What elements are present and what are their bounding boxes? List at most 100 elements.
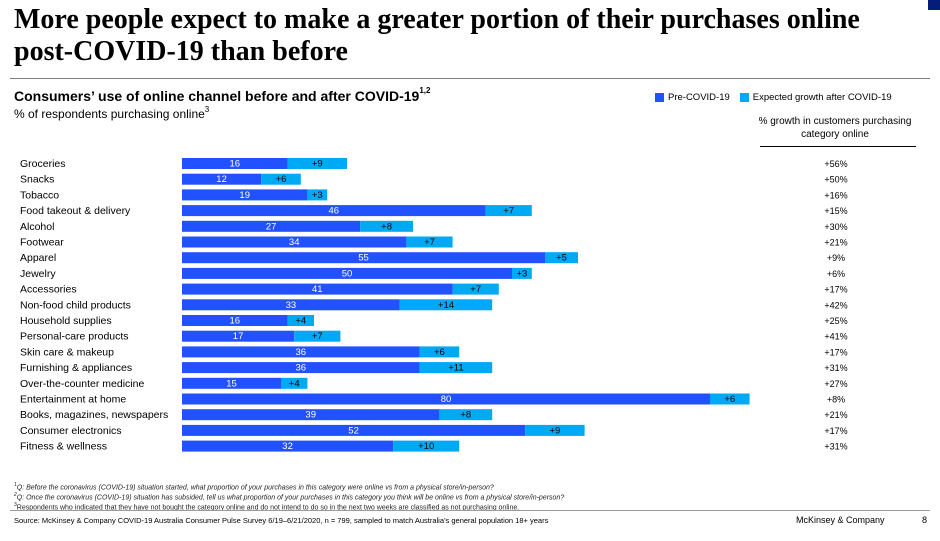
category-label-accessories: Accessories <box>20 284 77 296</box>
category-label-furnishing-appliances: Furnishing & appliances <box>20 362 132 374</box>
category-label-food-takeout-delivery: Food takeout & delivery <box>20 205 131 217</box>
growth-percent-tobacco: +16% <box>824 190 847 200</box>
growth-percent-consumer-electronics: +17% <box>824 426 847 436</box>
category-label-personal-care-products: Personal-care products <box>20 331 129 343</box>
category-label-over-the-counter-medicine: Over-the-counter medicine <box>20 378 144 390</box>
bar-growth-over-the-counter-medicine <box>281 377 308 389</box>
footnote-3-mark: 3 <box>14 502 17 508</box>
category-label-entertainment-at-home: Entertainment at home <box>20 394 126 406</box>
bar-pre-covid-furnishing-appliances <box>182 362 420 374</box>
data-label-growth-personal-care-products: +7 <box>312 331 323 342</box>
data-label-pre-covid-skin-care-makeup: 36 <box>296 347 307 358</box>
chart-subtitle-text: % of respondents purchasing online <box>14 107 205 121</box>
legend-item-pre-covid: Pre-COVID-19 <box>655 92 730 103</box>
growth-percent-apparel: +9% <box>827 253 845 263</box>
data-label-growth-alcohol: +8 <box>381 221 392 232</box>
data-label-pre-covid-non-food-child-products: 33 <box>286 300 297 311</box>
bar-pre-covid-food-takeout-delivery <box>182 205 486 217</box>
bar-pre-covid-household-supplies <box>182 315 288 326</box>
chart-subtitle-footnote: 3 <box>204 105 210 114</box>
category-label-household-supplies: Household supplies <box>20 315 112 327</box>
data-label-growth-over-the-counter-medicine: +4 <box>289 378 300 389</box>
bar-growth-food-takeout-delivery <box>485 205 532 217</box>
bar-growth-jewelry <box>512 267 532 279</box>
growth-percent-snacks: +50% <box>824 175 847 185</box>
bar-growth-books-magazines-newspapers <box>439 409 493 421</box>
chart-title: Consumers’ use of online channel before … <box>14 86 431 104</box>
bar-pre-covid-books-magazines-newspapers <box>182 409 440 421</box>
bar-pre-covid-consumer-electronics <box>182 424 526 436</box>
growth-percent-fitness-wellness: +31% <box>824 442 847 452</box>
legend-swatch-pre-covid <box>655 93 664 102</box>
footnote-2-mark: 2 <box>14 492 17 498</box>
data-label-growth-jewelry: +3 <box>516 268 527 279</box>
category-label-groceries: Groceries <box>20 158 66 170</box>
data-label-growth-accessories: +7 <box>470 284 481 295</box>
growth-percent-books-magazines-newspapers: +21% <box>824 410 847 420</box>
data-label-growth-non-food-child-products: +14 <box>438 300 454 311</box>
bar-pre-covid-over-the-counter-medicine <box>182 377 281 389</box>
data-label-pre-covid-accessories: 41 <box>312 284 323 295</box>
bar-pre-covid-footwear <box>182 236 407 248</box>
growth-column-header: % growth in customers purchasing categor… <box>758 116 912 140</box>
bar-pre-covid-tobacco <box>182 189 308 201</box>
data-label-pre-covid-fitness-wellness: 32 <box>282 441 293 452</box>
data-label-pre-covid-apparel: 55 <box>358 253 369 264</box>
bar-pre-covid-jewelry <box>182 267 512 279</box>
data-label-growth-books-magazines-newspapers: +8 <box>460 410 471 421</box>
growth-percent-personal-care-products: +41% <box>824 332 847 342</box>
data-label-growth-tobacco: +3 <box>312 190 323 201</box>
growth-header-divider <box>760 146 916 147</box>
bar-growth-skin-care-makeup <box>419 346 460 358</box>
data-label-pre-covid-over-the-counter-medicine: 15 <box>226 378 237 389</box>
bar-growth-apparel <box>545 252 578 264</box>
page-title: More people expect to make a greater por… <box>14 4 860 67</box>
legend-label-expected-growth: Expected growth after COVID-19 <box>752 92 892 103</box>
page-number: 8 <box>922 515 928 525</box>
data-label-pre-covid-personal-care-products: 17 <box>233 331 244 342</box>
data-label-pre-covid-snacks: 12 <box>216 174 227 185</box>
data-label-pre-covid-groceries: 16 <box>230 159 241 170</box>
bar-pre-covid-alcohol <box>182 220 361 232</box>
chart-title-footnote: 1,2 <box>419 86 431 95</box>
bar-growth-fitness-wellness <box>393 440 460 452</box>
growth-percent-over-the-counter-medicine: +27% <box>824 379 847 389</box>
growth-percent-groceries: +56% <box>824 159 847 169</box>
data-label-pre-covid-books-magazines-newspapers: 39 <box>305 410 316 421</box>
data-label-growth-footwear: +7 <box>424 237 435 248</box>
footnote-1: 1Q: Before the coronavirus (COVID-19) si… <box>14 482 494 491</box>
footnote-3-text: Respondents who indicated that they have… <box>16 504 520 512</box>
data-label-pre-covid-entertainment-at-home: 80 <box>441 394 452 405</box>
data-label-pre-covid-jewelry: 50 <box>342 268 353 279</box>
bar-pre-covid-accessories <box>182 283 453 295</box>
growth-percent-household-supplies: +25% <box>824 316 847 326</box>
data-label-pre-covid-footwear: 34 <box>289 237 300 248</box>
data-label-growth-furnishing-appliances: +11 <box>448 363 463 374</box>
bar-growth-groceries <box>287 158 347 169</box>
source-note: Source: McKinsey & Company COVID-19 Aust… <box>14 516 549 525</box>
bar-pre-covid-snacks <box>182 173 262 185</box>
data-label-growth-fitness-wellness: +10 <box>418 441 434 452</box>
data-label-growth-consumer-electronics: +9 <box>549 425 560 436</box>
data-label-growth-snacks: +6 <box>276 174 287 185</box>
category-label-snacks: Snacks <box>20 174 54 186</box>
category-label-apparel: Apparel <box>20 252 56 264</box>
footnote-3: 3Respondents who indicated that they hav… <box>14 502 519 511</box>
data-label-growth-groceries: +9 <box>312 159 323 170</box>
category-label-skin-care-makeup: Skin care & makeup <box>20 346 114 358</box>
data-label-growth-household-supplies: +4 <box>295 316 306 327</box>
footnote-2-text: Q: Once the coronavirus (COVID-19) situa… <box>16 494 565 502</box>
chart-subtitle: % of respondents purchasing online3 <box>14 105 210 121</box>
chart-legend: Pre-COVID-19 Expected growth after COVID… <box>655 92 902 103</box>
bar-pre-covid-fitness-wellness <box>182 440 394 452</box>
category-label-books-magazines-newspapers: Books, magazines, newspapers <box>20 409 168 421</box>
stacked-bar-chart: Groceries 16 +9 +56% Snacks 12 +6 +50% Tobacco 19… <box>20 158 848 453</box>
bar-growth-snacks <box>261 173 301 185</box>
data-label-growth-food-takeout-delivery: +7 <box>503 206 514 217</box>
footer-divider <box>10 510 930 511</box>
bar-pre-covid-skin-care-makeup <box>182 346 420 358</box>
growth-percent-food-takeout-delivery: +15% <box>824 206 847 216</box>
footnote-1-mark: 1 <box>14 482 17 488</box>
data-label-growth-skin-care-makeup: +6 <box>434 347 445 358</box>
bar-growth-consumer-electronics <box>525 424 585 436</box>
